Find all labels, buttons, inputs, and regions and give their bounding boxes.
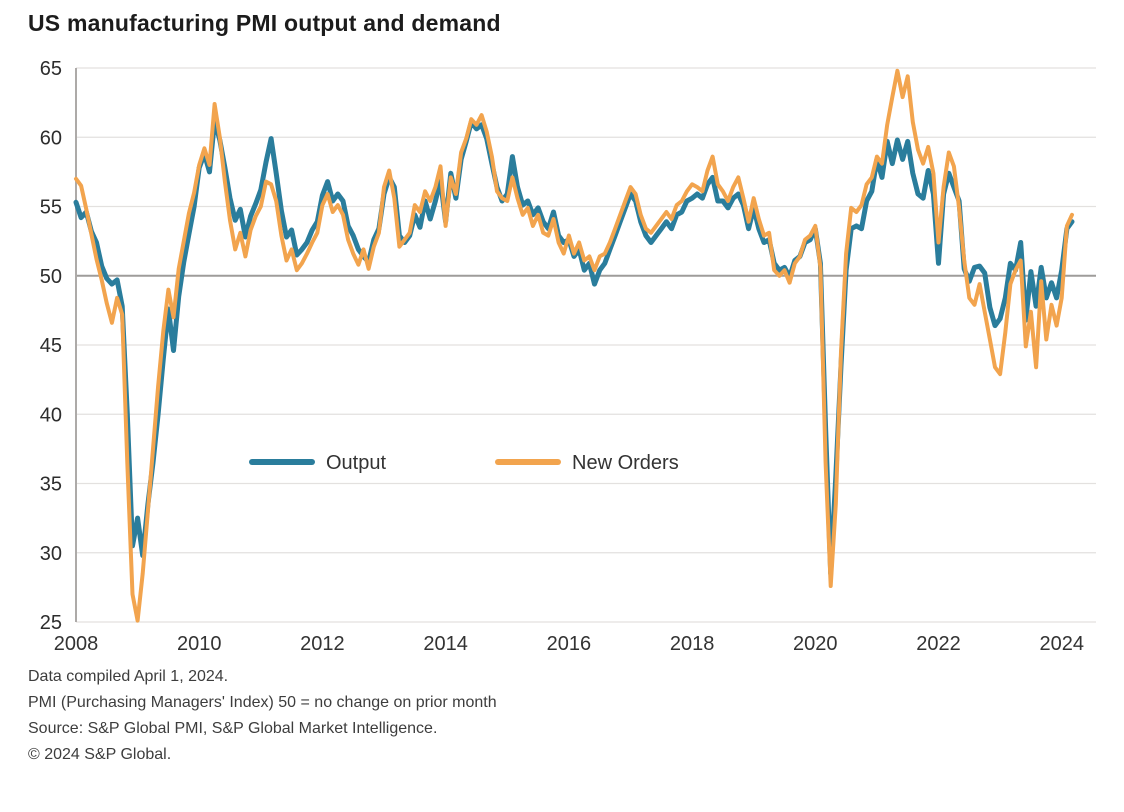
- y-axis-tick-label: 40: [40, 404, 62, 426]
- y-axis-tick-label: 25: [40, 612, 62, 634]
- x-axis-tick-label: 2016: [547, 633, 592, 655]
- x-axis-tick-label: 2020: [793, 633, 838, 655]
- y-axis-tick-label: 30: [40, 543, 62, 565]
- x-axis-tick-label: 2018: [670, 633, 715, 655]
- pmi-line-chart: 25 30 35 40 45 50 55 60 65 2008 2010 2012 2014 2016 20…: [40, 58, 1096, 655]
- legend-label-new-orders: New Orders: [572, 452, 679, 474]
- x-axis-tick-label: 2022: [916, 633, 961, 655]
- x-axis-tick-label: 2014: [423, 633, 468, 655]
- x-axis-tick-label: 2010: [177, 633, 222, 655]
- x-axis-tick-label: 2024: [1039, 633, 1084, 655]
- series-line-output: [73, 118, 1075, 576]
- footnote-source: Source: S&P Global PMI, S&P Global Marke…: [28, 720, 438, 737]
- chart-footnotes: Data compiled April 1, 2024. PMI (Purcha…: [28, 668, 497, 772]
- x-axis-tick-label: 2008: [54, 633, 99, 655]
- y-axis-tick-label: 45: [40, 335, 62, 357]
- y-axis-tick-label: 65: [40, 58, 62, 80]
- series-line-new-orders: [74, 68, 1074, 623]
- legend-label-output: Output: [326, 452, 386, 474]
- footnote-pmi-definition: PMI (Purchasing Managers' Index) 50 = no…: [28, 694, 497, 711]
- y-axis-tick-label: 55: [40, 197, 62, 219]
- y-axis-tick-label: 60: [40, 127, 62, 149]
- footnote-copyright: © 2024 S&P Global.: [28, 746, 172, 763]
- x-axis-tick-label: 2012: [300, 633, 345, 655]
- y-axis-tick-label: 35: [40, 474, 62, 496]
- y-axis-tick-label: 50: [40, 266, 62, 288]
- chart-title: US manufacturing PMI output and demand: [28, 10, 501, 36]
- footnote-data-compiled: Data compiled April 1, 2024.: [28, 668, 229, 685]
